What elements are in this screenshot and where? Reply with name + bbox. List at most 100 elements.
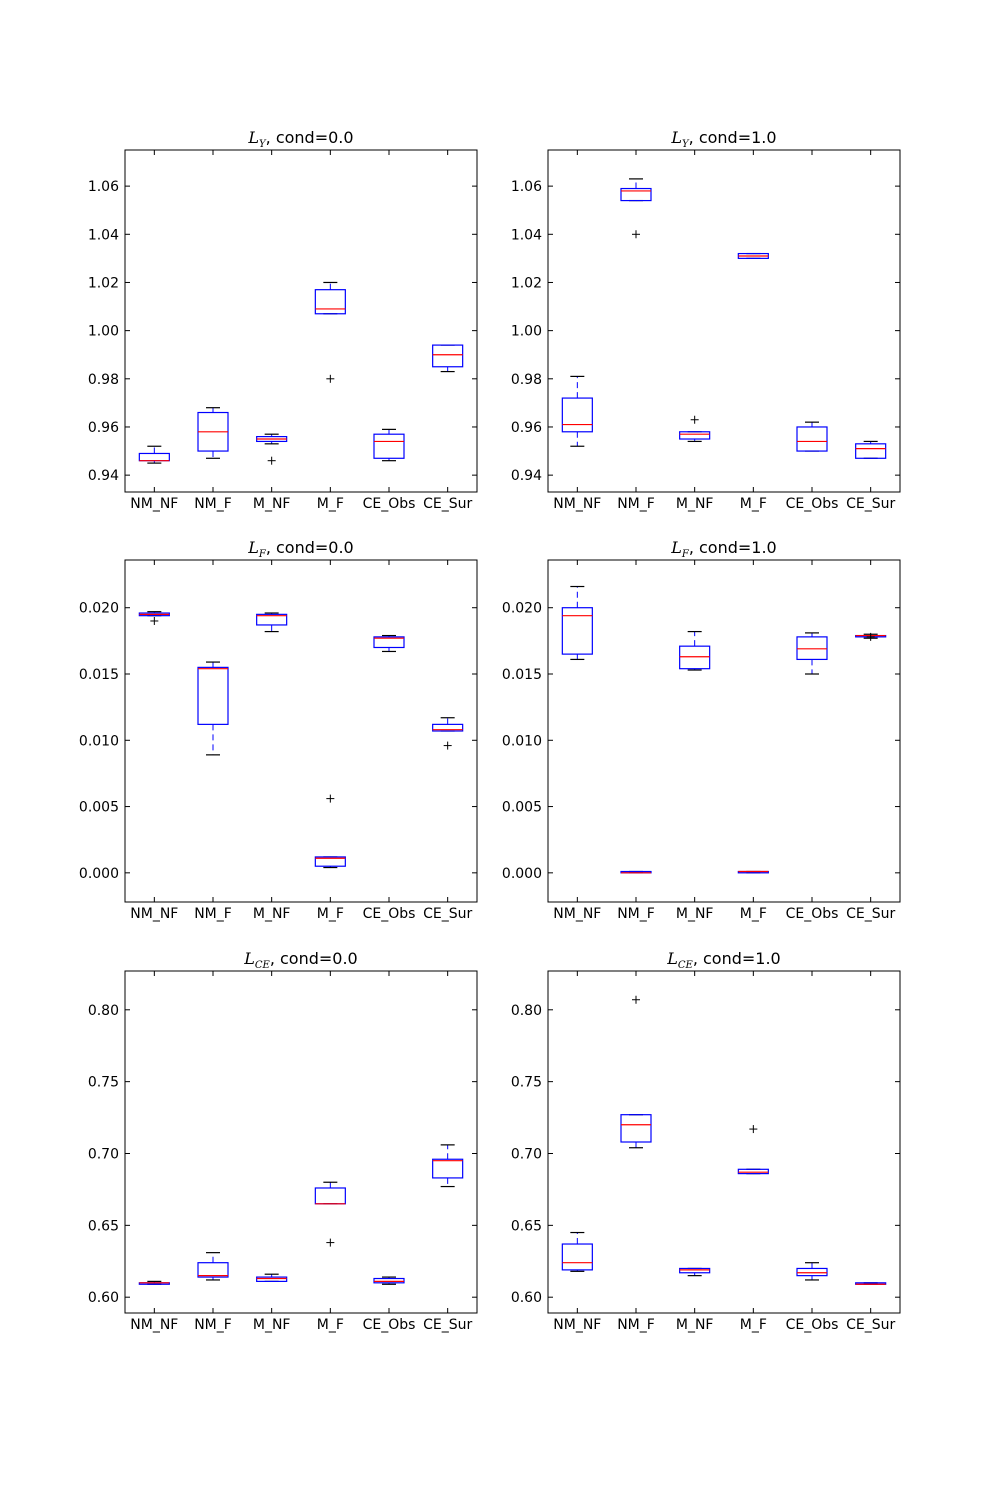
flier-point bbox=[866, 632, 875, 641]
x-tick-label: CE_Obs bbox=[786, 906, 839, 922]
plot-area-frame bbox=[547, 149, 901, 493]
x-tick-label: NM_F bbox=[617, 496, 655, 512]
chart-title-symbol: L bbox=[666, 949, 678, 968]
flier-point bbox=[267, 456, 276, 465]
y-tick-label: 0.010 bbox=[502, 733, 542, 749]
box-NM_F bbox=[620, 870, 652, 874]
chart-title-suffix: , cond=1.0 bbox=[689, 128, 777, 147]
chart-title: LCE, cond=1.0 bbox=[666, 949, 780, 971]
box-M_F bbox=[737, 870, 769, 874]
y-tick-label: 0.60 bbox=[88, 1290, 119, 1306]
x-tick-label: M_NF bbox=[253, 906, 291, 922]
box-CE_Sur bbox=[432, 1144, 464, 1188]
box-body bbox=[620, 187, 652, 202]
box-CE_Sur bbox=[855, 440, 887, 459]
box-NM_NF bbox=[561, 585, 593, 661]
x-tick-label: M_F bbox=[740, 1317, 767, 1333]
box-M_NF bbox=[256, 433, 288, 465]
x-tick-label: CE_Sur bbox=[423, 906, 472, 922]
chart-title-suffix: , cond=0.0 bbox=[266, 538, 354, 557]
box-M_NF bbox=[256, 1273, 288, 1282]
chart-title-symbol: L bbox=[670, 538, 682, 557]
x-tick-label: CE_Obs bbox=[786, 1317, 839, 1333]
x-tick-label: CE_Obs bbox=[363, 496, 416, 512]
box-CE_Obs bbox=[373, 634, 405, 653]
flier-point bbox=[749, 1125, 758, 1134]
x-tick-label: CE_Sur bbox=[846, 1317, 895, 1333]
chart-title: LF, cond=0.0 bbox=[247, 538, 353, 560]
box-body bbox=[373, 636, 405, 649]
x-tick-label: M_F bbox=[317, 906, 344, 922]
box-M_NF bbox=[679, 630, 711, 671]
box-M_F bbox=[737, 252, 769, 259]
chart-panel-6: LCE, cond=1.0 0.60 0.65 0.70 0.75 0.80 NM_NF NM… bbox=[511, 949, 901, 1333]
plot-area-frame bbox=[124, 559, 478, 903]
y-tick-label: 0.015 bbox=[502, 667, 542, 683]
chart-panel-5: LCE, cond=0.0 0.60 0.65 0.70 0.75 0.80 NM_NF NM… bbox=[88, 949, 478, 1333]
box-body bbox=[561, 1243, 593, 1271]
chart-panel-1: LY, cond=0.0 0.94 0.96 0.98 1.00 1.02 1.04 1.06… bbox=[88, 128, 478, 512]
box-body bbox=[561, 607, 593, 655]
x-tick-label: M_NF bbox=[253, 1317, 291, 1333]
box-NM_F bbox=[197, 407, 229, 459]
y-tick-label: 0.010 bbox=[79, 733, 119, 749]
chart-title-symbol: L bbox=[670, 128, 682, 147]
y-tick-label: 0.96 bbox=[88, 420, 119, 436]
x-tick-label: NM_NF bbox=[130, 906, 178, 922]
chart-title-suffix: , cond=1.0 bbox=[689, 538, 777, 557]
plot-area-frame bbox=[124, 149, 478, 493]
x-tick-label: NM_NF bbox=[130, 1317, 178, 1333]
box-CE_Obs bbox=[796, 421, 828, 452]
box-body bbox=[138, 452, 170, 462]
y-tick-label: 1.02 bbox=[88, 275, 119, 291]
box-NM_NF bbox=[138, 445, 170, 464]
y-tick-label: 0.94 bbox=[511, 468, 542, 484]
y-tick-label: 1.00 bbox=[88, 324, 119, 340]
flier-point bbox=[632, 995, 640, 1004]
chart-title-suffix: , cond=0.0 bbox=[270, 949, 358, 968]
box-body bbox=[679, 431, 711, 440]
y-tick-label: 0.65 bbox=[88, 1218, 119, 1234]
box-body bbox=[314, 1187, 346, 1205]
chart-title-subscript: CE bbox=[678, 960, 694, 971]
plot-area-frame bbox=[547, 559, 901, 903]
y-tick-label: 0.020 bbox=[502, 601, 542, 617]
x-tick-label: M_NF bbox=[676, 906, 714, 922]
box-body bbox=[620, 1114, 652, 1143]
plot-area-frame bbox=[547, 970, 901, 1314]
y-tick-label: 0.96 bbox=[511, 420, 542, 436]
box-body bbox=[256, 613, 288, 626]
box-CE_Obs bbox=[373, 428, 405, 462]
x-tick-label: NM_NF bbox=[130, 496, 178, 512]
chart-title-symbol: L bbox=[247, 128, 259, 147]
box-CE_Sur bbox=[855, 632, 887, 641]
box-NM_F bbox=[197, 661, 229, 756]
box-M_NF bbox=[679, 1267, 711, 1277]
y-tick-label: 1.04 bbox=[511, 227, 542, 243]
x-tick-label: CE_Obs bbox=[786, 496, 839, 512]
box-NM_NF bbox=[138, 611, 170, 625]
chart-title-suffix: , cond=1.0 bbox=[693, 949, 781, 968]
box-body bbox=[737, 1168, 769, 1175]
x-tick-label: NM_NF bbox=[553, 1317, 601, 1333]
box-body bbox=[197, 1262, 229, 1278]
chart-title-subscript: CE bbox=[255, 960, 271, 971]
chart-title-subscript: Y bbox=[259, 139, 267, 150]
y-tick-label: 0.80 bbox=[88, 1003, 119, 1019]
x-tick-label: NM_F bbox=[617, 1317, 655, 1333]
y-tick-label: 1.04 bbox=[88, 227, 119, 243]
chart-title-subscript: F bbox=[681, 549, 690, 560]
box-M_F bbox=[314, 1181, 346, 1247]
x-tick-label: CE_Sur bbox=[846, 496, 895, 512]
x-tick-label: M_NF bbox=[253, 496, 291, 512]
y-tick-label: 0.98 bbox=[511, 372, 542, 388]
box-body bbox=[432, 344, 464, 368]
box-NM_F bbox=[620, 178, 652, 239]
x-tick-label: NM_F bbox=[194, 906, 232, 922]
chart-title-suffix: , cond=0.0 bbox=[266, 128, 354, 147]
x-tick-label: CE_Obs bbox=[363, 1317, 416, 1333]
box-body bbox=[256, 1276, 288, 1282]
chart-title: LF, cond=1.0 bbox=[670, 538, 776, 560]
x-tick-label: M_F bbox=[740, 496, 767, 512]
box-body bbox=[432, 1158, 464, 1179]
